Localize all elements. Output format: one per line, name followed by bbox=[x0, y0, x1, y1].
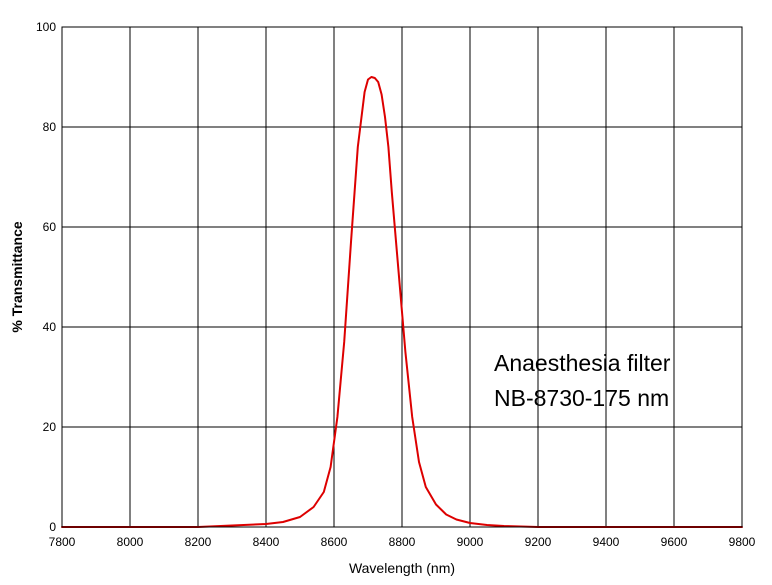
y-tick-labels: 0 20 40 60 80 100 bbox=[36, 20, 56, 534]
x-tick-label: 9000 bbox=[457, 535, 484, 549]
x-tick-label: 9400 bbox=[593, 535, 620, 549]
x-tick-label: 7800 bbox=[49, 535, 76, 549]
y-tick-label: 40 bbox=[43, 320, 57, 334]
x-tick-label: 8600 bbox=[321, 535, 348, 549]
x-tick-label: 8000 bbox=[117, 535, 144, 549]
x-tick-label: 9200 bbox=[525, 535, 552, 549]
annotation-line-1: Anaesthesia filter bbox=[494, 350, 671, 376]
plot-frame bbox=[61, 26, 743, 528]
x-tick-labels: 7800 8000 8200 8400 8600 8800 9000 9200 9400 9600… bbox=[49, 535, 756, 549]
x-tick-label: 8400 bbox=[253, 535, 280, 549]
x-tick-label: 8200 bbox=[185, 535, 212, 549]
x-tick-label: 9600 bbox=[661, 535, 688, 549]
x-tick-label: 8800 bbox=[389, 535, 416, 549]
y-tick-label: 20 bbox=[43, 420, 57, 434]
x-tick-label: 9800 bbox=[729, 535, 756, 549]
x-axis-label: Wavelength (nm) bbox=[349, 560, 455, 576]
series-layer bbox=[61, 76, 743, 528]
grid bbox=[61, 26, 743, 528]
y-tick-label: 0 bbox=[49, 520, 56, 534]
annotation-line-2: NB-8730-175 nm bbox=[494, 385, 669, 411]
y-tick-label: 60 bbox=[43, 220, 57, 234]
y-tick-label: 80 bbox=[43, 120, 57, 134]
series-line bbox=[61, 76, 743, 528]
y-axis-label: % Transmittance bbox=[9, 221, 25, 332]
y-tick-label: 100 bbox=[36, 20, 56, 34]
